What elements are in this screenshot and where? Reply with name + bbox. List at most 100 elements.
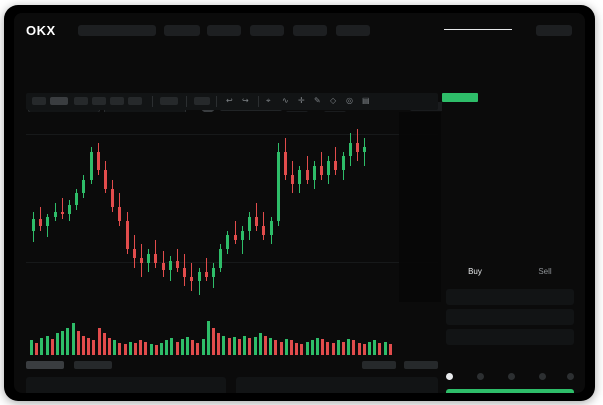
candle-body — [39, 218, 43, 226]
volume-bar — [378, 342, 382, 355]
volume-bar — [139, 340, 143, 355]
candle-wick — [205, 258, 207, 282]
interval-1d[interactable] — [110, 97, 124, 105]
volume-bar — [149, 344, 153, 355]
dot-3[interactable] — [508, 373, 515, 380]
order-price-field[interactable] — [446, 289, 574, 305]
dot-1[interactable] — [446, 373, 453, 380]
interval-1w[interactable] — [128, 97, 142, 105]
tab-positions[interactable] — [362, 361, 396, 369]
trash-icon[interactable]: ▤ — [362, 96, 370, 105]
nav-earn[interactable] — [336, 25, 370, 36]
volume-bar — [295, 342, 299, 355]
pagination-dots[interactable] — [446, 373, 574, 381]
candle-body — [161, 262, 165, 270]
volume-bar — [357, 342, 361, 355]
volume-bar — [56, 333, 59, 355]
candle-body — [248, 216, 251, 231]
volume-bar — [180, 339, 184, 355]
tab-sell[interactable]: Sell — [538, 267, 552, 276]
candle-body — [219, 249, 223, 268]
tab-open-orders[interactable] — [26, 361, 64, 369]
chart-overlay-shadow — [399, 112, 441, 302]
indicator-button[interactable] — [160, 97, 178, 105]
nav-account[interactable] — [536, 25, 572, 36]
volume-bar — [154, 345, 158, 355]
candle-body — [140, 258, 143, 263]
tab-order-history[interactable] — [74, 361, 112, 369]
volume-bar — [352, 340, 356, 355]
order-total-field[interactable] — [446, 329, 574, 345]
cursor-icon[interactable]: ⌖ — [266, 96, 271, 105]
candle-body — [356, 142, 359, 152]
volume-bar — [92, 340, 96, 355]
trading-app: OKX Spot Trading ⌄ ⌄ — [14, 13, 585, 393]
top-navigation: OKX — [14, 13, 585, 47]
candle-body — [291, 174, 295, 185]
pencil-icon[interactable]: ✎ — [314, 96, 321, 105]
candle-body — [111, 188, 115, 208]
price-chart[interactable] — [26, 112, 438, 312]
dot-5[interactable] — [567, 373, 574, 380]
pair-header: Spot Trading ⌄ ⌄ — [14, 47, 585, 120]
order-amount-field[interactable] — [446, 309, 574, 325]
candle-wick — [306, 156, 308, 185]
order-book-rows — [442, 93, 577, 102]
candle-body — [320, 165, 323, 175]
candle-body — [204, 272, 208, 277]
candle-body — [226, 235, 230, 250]
bottom-tabs[interactable] — [26, 358, 438, 372]
volume-bar — [108, 338, 111, 355]
crosshair-icon[interactable]: ✛ — [298, 96, 305, 105]
volume-bar — [191, 340, 195, 355]
volume-bar — [118, 342, 122, 355]
candle-body — [82, 179, 86, 194]
candle-wick — [47, 214, 49, 238]
volume-bar — [248, 338, 252, 355]
interval-1h[interactable] — [74, 97, 88, 105]
candle-body — [46, 216, 50, 226]
dot-2[interactable] — [477, 373, 484, 380]
volume-bar — [61, 330, 65, 355]
volume-bar — [66, 328, 70, 355]
interval-1m[interactable] — [32, 97, 46, 105]
order-form-tabs[interactable]: Buy Sell — [442, 265, 577, 283]
candle-body — [363, 147, 367, 152]
magnet-icon[interactable]: ◎ — [346, 96, 353, 105]
volume-bar — [40, 338, 44, 355]
dot-4[interactable] — [539, 373, 546, 380]
chart-type-button[interactable] — [194, 97, 210, 105]
nav-derivatives[interactable] — [293, 25, 327, 36]
search-pill[interactable] — [78, 25, 156, 36]
trendline-icon[interactable]: ∿ — [282, 96, 289, 105]
volume-bar — [45, 335, 49, 355]
nav-markets[interactable] — [207, 25, 241, 36]
nav-trade[interactable] — [250, 25, 284, 36]
redo-icon[interactable]: ↪ — [242, 96, 249, 105]
volume-bar — [175, 341, 179, 355]
candle-body — [240, 230, 244, 240]
volume-bar — [30, 340, 33, 355]
tab-buy[interactable]: Buy — [468, 267, 482, 276]
tab-assets[interactable] — [404, 361, 438, 369]
volume-bar — [238, 339, 241, 355]
interval-15m[interactable] — [50, 97, 68, 105]
candle-wick — [54, 202, 56, 222]
volume-bar — [50, 339, 54, 355]
volume-bar — [35, 342, 39, 355]
bottom-panel-right — [236, 377, 438, 393]
volume-bar — [284, 339, 288, 355]
candle-body — [168, 260, 172, 270]
chart-toolbar[interactable]: ↩ ↪ ⌖ ∿ ✛ ✎ ◇ ◎ ▤ — [26, 93, 438, 110]
volume-bar — [258, 333, 262, 355]
okx-logo[interactable]: OKX — [26, 23, 56, 38]
shapes-icon[interactable]: ◇ — [330, 96, 337, 105]
volume-bar — [243, 335, 247, 355]
nav-buy-crypto[interactable] — [164, 25, 200, 36]
submit-buy-button[interactable] — [446, 389, 574, 393]
volume-bar — [134, 342, 137, 355]
volume-bar — [212, 328, 215, 355]
candle-body — [233, 235, 237, 240]
interval-4h[interactable] — [92, 97, 106, 105]
undo-icon[interactable]: ↩ — [226, 96, 233, 105]
